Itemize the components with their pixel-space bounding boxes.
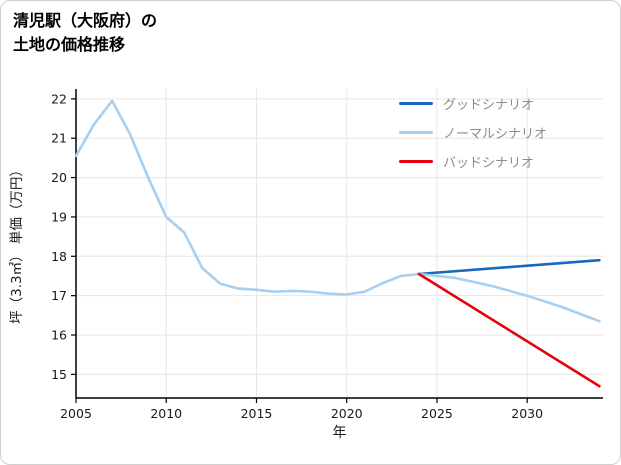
svg-text:2015: 2015 <box>241 406 273 421</box>
chart-title: 清児駅（大阪府）の 土地の価格推移 <box>13 11 158 54</box>
svg-text:2010: 2010 <box>150 406 182 421</box>
legend-item-normal-scenario: ノーマルシナリオ <box>399 118 547 147</box>
svg-text:坪（3.3㎡） 単価（万円）: 坪（3.3㎡） 単価（万円） <box>9 163 25 324</box>
svg-text:2020: 2020 <box>331 406 363 421</box>
svg-text:16: 16 <box>51 328 67 343</box>
svg-text:18: 18 <box>51 249 67 264</box>
normal-scenario-line-swatch <box>399 131 433 134</box>
svg-text:2030: 2030 <box>511 406 543 421</box>
svg-text:22: 22 <box>51 91 67 106</box>
legend-label: グッドシナリオ <box>443 98 535 113</box>
bad-scenario-line-swatch <box>399 160 433 163</box>
svg-text:17: 17 <box>51 288 67 303</box>
svg-text:21: 21 <box>51 131 67 146</box>
good-scenario-line-swatch <box>399 102 433 105</box>
legend-label: ノーマルシナリオ <box>443 127 548 142</box>
svg-text:19: 19 <box>51 209 67 224</box>
svg-text:2025: 2025 <box>421 406 453 421</box>
svg-text:20: 20 <box>51 170 67 185</box>
legend-item-bad-scenario: バッドシナリオ <box>399 147 547 176</box>
legend-label: バッドシナリオ <box>443 156 535 171</box>
legend-item-good-scenario: グッドシナリオ <box>399 89 547 118</box>
svg-text:15: 15 <box>51 367 67 382</box>
svg-text:2005: 2005 <box>60 406 92 421</box>
svg-text:年: 年 <box>333 425 347 441</box>
chart-legend: グッドシナリオ ノーマルシナリオ バッドシナリオ <box>399 89 547 176</box>
